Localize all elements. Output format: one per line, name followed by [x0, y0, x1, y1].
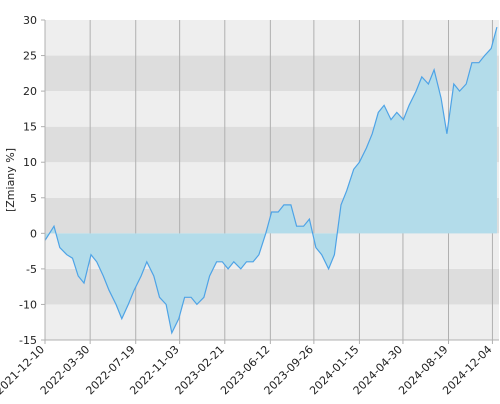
area [45, 27, 497, 333]
y-tick-label: 5 [30, 192, 37, 205]
y-axis-label: [Zmiany %] [4, 148, 17, 212]
y-tick-label: -5 [26, 263, 37, 276]
y-tick-label: 20 [23, 85, 37, 98]
y-tick-label: 0 [30, 227, 37, 240]
y-tick-label: -15 [19, 334, 37, 347]
line [44, 26, 498, 335]
y-tick-label: 15 [23, 121, 37, 134]
y-tick-label: -10 [19, 298, 37, 311]
band [45, 20, 499, 56]
y-tick-label: 30 [23, 14, 37, 27]
band [45, 304, 499, 340]
y-tick-label: 25 [23, 50, 37, 63]
y-tick-label: 10 [23, 156, 37, 169]
